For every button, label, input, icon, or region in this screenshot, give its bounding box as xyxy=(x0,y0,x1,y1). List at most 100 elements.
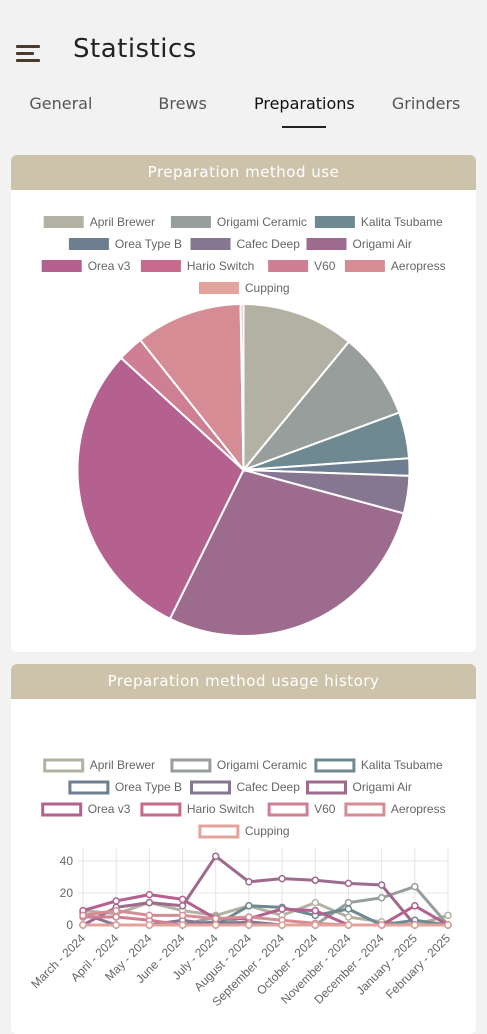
legend-swatch xyxy=(190,238,231,250)
data-point[interactable] xyxy=(311,921,320,929)
data-point[interactable] xyxy=(245,878,253,886)
legend-item-origami-air[interactable]: Origami Air xyxy=(306,237,412,251)
legend-label: Orea v3 xyxy=(88,802,131,816)
data-point[interactable] xyxy=(112,921,120,929)
line-series-cupping[interactable] xyxy=(79,921,452,929)
pie-slice-aeropress[interactable] xyxy=(138,303,245,473)
data-point[interactable] xyxy=(145,911,154,920)
tab-brews[interactable]: Brews xyxy=(158,94,207,113)
data-point[interactable] xyxy=(278,874,286,883)
preparation-use-card: Preparation method use April Brewer Origa… xyxy=(11,155,476,652)
legend-item-kalita-tsubame[interactable]: Kalita Tsubame xyxy=(314,758,443,773)
pie-slice-origami-air[interactable] xyxy=(168,468,405,637)
legend-swatch xyxy=(68,780,110,795)
legend-item-cupping[interactable]: Cupping xyxy=(198,281,290,295)
legend-item-hario-switch[interactable]: Hario Switch xyxy=(140,802,254,817)
legend-item-kalita-tsubame[interactable]: Kalita Tsubame xyxy=(314,215,443,229)
data-point[interactable] xyxy=(311,906,320,915)
legend-label: V60 xyxy=(314,259,336,273)
legend-label: Orea Type B xyxy=(115,237,182,251)
legend-item-cupping[interactable]: Cupping xyxy=(198,824,290,839)
data-point[interactable] xyxy=(211,852,220,860)
data-point[interactable] xyxy=(344,879,353,888)
data-point[interactable] xyxy=(411,921,419,929)
legend-item-orea-type-b[interactable]: Orea Type B xyxy=(68,780,182,795)
pie-slice-origami-ceramic[interactable] xyxy=(240,340,401,473)
tab-general[interactable]: General xyxy=(29,94,93,113)
data-point[interactable] xyxy=(344,921,353,929)
data-point[interactable] xyxy=(411,902,419,910)
tab-preparations[interactable]: Preparations xyxy=(244,88,366,130)
data-point[interactable] xyxy=(245,921,253,929)
legend-item-april-brewer[interactable]: April Brewer xyxy=(43,215,155,229)
data-point[interactable] xyxy=(377,921,386,929)
legend-swatch xyxy=(43,216,84,228)
data-point[interactable] xyxy=(311,876,320,884)
data-point[interactable] xyxy=(112,913,120,921)
data-point[interactable] xyxy=(411,882,419,891)
legend-swatch xyxy=(140,260,181,272)
data-point[interactable] xyxy=(377,881,386,889)
legend-item-origami-air[interactable]: Origami Air xyxy=(306,780,412,795)
y-tick-label: 0 xyxy=(66,918,73,932)
legend-item-origami-ceramic[interactable]: Origami Ceramic xyxy=(170,758,307,773)
legend-swatch xyxy=(268,260,309,272)
series-line xyxy=(82,893,449,927)
data-point[interactable] xyxy=(112,906,120,915)
data-point[interactable] xyxy=(178,895,187,904)
legend-swatch xyxy=(41,260,82,272)
data-point[interactable] xyxy=(245,902,253,910)
legend-item-orea-v3[interactable]: Orea v3 xyxy=(41,802,131,817)
data-point[interactable] xyxy=(112,897,120,905)
preparation-history-card: Preparation method usage history April B… xyxy=(11,664,476,1034)
data-point[interactable] xyxy=(444,921,452,929)
hamburger-menu-icon[interactable] xyxy=(16,45,40,63)
legend-item-origami-ceramic[interactable]: Origami Ceramic xyxy=(170,215,307,229)
data-point[interactable] xyxy=(145,898,154,907)
tab-bar: General Brews Preparations Grinders xyxy=(0,88,487,130)
pie-slice-cupping[interactable] xyxy=(239,302,245,471)
data-point[interactable] xyxy=(79,911,87,920)
legend-item-cafec-deep[interactable]: Cafec Deep xyxy=(190,780,301,795)
legend-swatch xyxy=(267,802,309,817)
data-point[interactable] xyxy=(278,905,286,913)
legend-label: Aeropress xyxy=(391,802,446,816)
legend-item-aeropress[interactable]: Aeropress xyxy=(344,802,446,817)
data-point[interactable] xyxy=(211,921,220,929)
data-point[interactable] xyxy=(178,921,187,929)
data-point[interactable] xyxy=(79,921,87,929)
legend-item-april-brewer[interactable]: April Brewer xyxy=(43,758,155,773)
data-point[interactable] xyxy=(344,898,353,907)
preparation-history-card-title: Preparation method usage history xyxy=(11,664,476,699)
legend-item-cafec-deep[interactable]: Cafec Deep xyxy=(190,237,301,251)
pie-slice-orea-v3[interactable] xyxy=(76,356,245,621)
legend-item-v60[interactable]: V60 xyxy=(268,259,336,273)
data-point[interactable] xyxy=(178,911,187,920)
data-point[interactable] xyxy=(344,905,353,913)
pie-slice-april-brewer[interactable] xyxy=(242,302,351,473)
legend-swatch xyxy=(68,238,109,250)
legend-item-hario-switch[interactable]: Hario Switch xyxy=(140,259,254,273)
data-point[interactable] xyxy=(145,890,154,899)
legend-label: Cafec Deep xyxy=(237,780,301,794)
legend-item-orea-v3[interactable]: Orea v3 xyxy=(41,259,131,273)
data-point[interactable] xyxy=(311,898,320,907)
data-point[interactable] xyxy=(278,921,286,929)
data-point[interactable] xyxy=(377,894,386,902)
data-point[interactable] xyxy=(145,921,154,929)
data-point[interactable] xyxy=(245,913,253,921)
data-point[interactable] xyxy=(344,913,353,921)
tab-grinders[interactable]: Grinders xyxy=(391,94,461,113)
legend-item-aeropress[interactable]: Aeropress xyxy=(344,259,446,273)
legend-item-orea-type-b[interactable]: Orea Type B xyxy=(68,237,182,251)
legend-label: Orea v3 xyxy=(88,259,131,273)
legend-label: April Brewer xyxy=(90,758,155,772)
y-tick-label: 20 xyxy=(60,886,74,900)
legend-item-v60[interactable]: V60 xyxy=(267,802,336,817)
legend-swatch xyxy=(314,216,355,228)
data-point[interactable] xyxy=(178,902,187,910)
legend-swatch xyxy=(140,802,182,817)
legend-label: V60 xyxy=(314,802,336,816)
data-point[interactable] xyxy=(444,911,452,920)
data-point[interactable] xyxy=(211,914,220,923)
